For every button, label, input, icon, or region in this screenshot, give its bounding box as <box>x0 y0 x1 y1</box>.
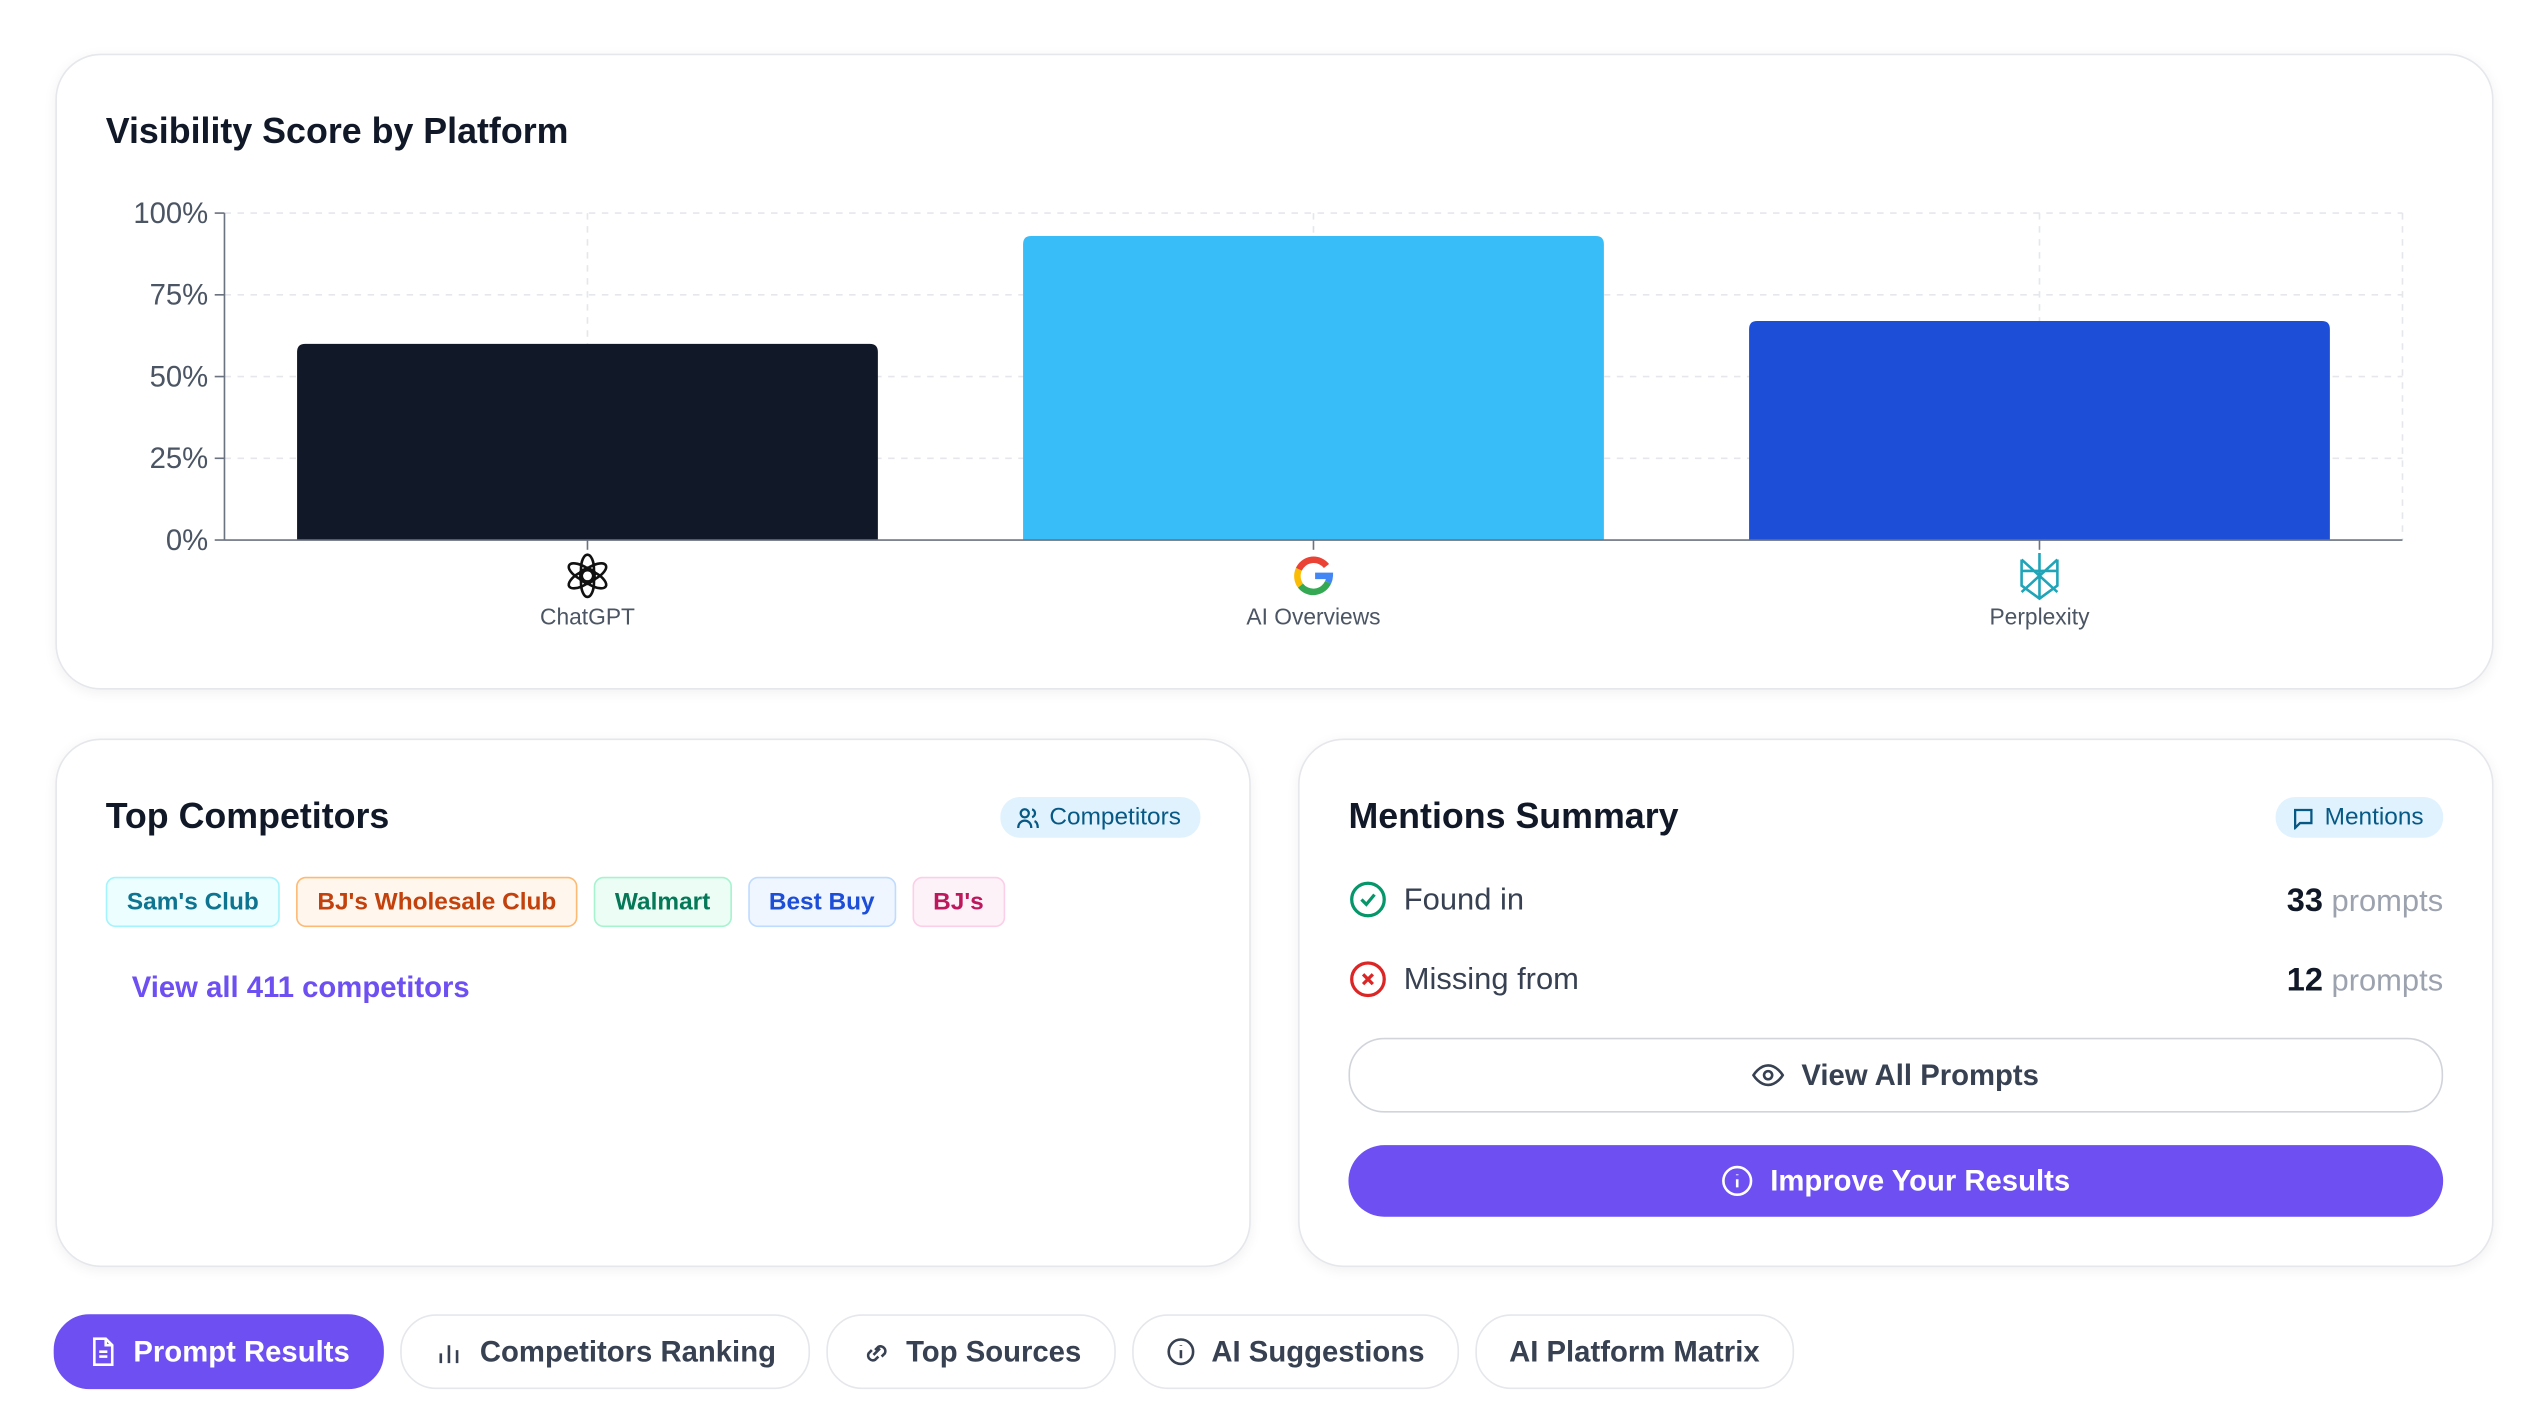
tab[interactable]: Prompt Results <box>53 1314 384 1390</box>
view-prompts-button[interactable]: View All Prompts <box>1348 1037 2444 1113</box>
platform-icon <box>1297 580 1332 596</box>
platform-icon <box>2020 553 2059 601</box>
y-tick-label: 0% <box>166 525 208 557</box>
badge: Mentions <box>2275 797 2444 838</box>
tab-label: Prompt Results <box>133 1334 350 1368</box>
platform-icon <box>1295 556 1330 571</box>
platform-icon <box>567 568 597 590</box>
badge: Competitors <box>1000 797 1201 838</box>
platform-icon-group <box>2020 553 2059 601</box>
bar <box>1749 320 2330 541</box>
tag-list: Sam's Club BJ's Wholesale Club Walmart Best… <box>105 876 1005 928</box>
competitor-tag[interactable]: Sam's Club <box>105 876 280 928</box>
row-count: 12 <box>2286 962 2323 999</box>
tab[interactable]: Competitors Ranking <box>400 1314 811 1390</box>
row-unit: prompts <box>2331 964 2444 999</box>
row-count: 33 <box>2286 883 2323 920</box>
platform-icon-group <box>567 553 608 599</box>
mention-row: Missing from 12 prompts <box>1348 956 2443 1005</box>
x-tick-label: Perplexity <box>1990 604 2091 630</box>
x-tick-label: ChatGPT <box>540 604 635 630</box>
competitor-tag[interactable]: Walmart <box>593 876 732 928</box>
platform-icon <box>1315 572 1334 584</box>
card-title: Mentions Summary <box>1348 795 1679 837</box>
y-tick-label: 100% <box>133 198 208 230</box>
tab-icon <box>439 1345 459 1364</box>
tab-icon <box>1166 1338 1194 1366</box>
chart-title: Visibility Score by Platform <box>105 110 569 152</box>
x-tick-label: AI Overviews <box>1246 604 1380 630</box>
chart-card: Visibility Score by Platform 0% 25% 50% 75%… <box>55 53 2494 690</box>
competitor-tag[interactable]: BJ's Wholesale Club <box>296 876 578 928</box>
row-unit: prompts <box>2331 884 2444 920</box>
tab-icon <box>93 1337 114 1367</box>
tab[interactable]: AI Suggestions <box>1131 1314 1459 1390</box>
tab-bar: Prompt Results Competitors Ranking Top Sou… <box>53 1314 1794 1390</box>
y-tick-label: 25% <box>150 443 209 475</box>
tab-icon <box>866 1345 887 1362</box>
tab-label: Top Sources <box>906 1334 1082 1368</box>
tab[interactable]: AI Platform Matrix <box>1474 1314 1794 1390</box>
competitors-card: Top Competitors Competitors Sam's Club BJ… <box>55 738 1251 1268</box>
platform-icon <box>1294 567 1304 588</box>
chart: 0% 25% 50% 75% 100% ChatGPT AI Overviews Perple… <box>133 198 2404 630</box>
mention-row: Found in 33 prompts <box>1348 877 2443 926</box>
bar <box>1023 235 1604 541</box>
competitor-tag[interactable]: BJ's <box>912 876 1005 928</box>
platform-icon-group <box>1294 556 1334 596</box>
row-label: Missing from <box>1403 962 1579 998</box>
button-text: View All Prompts <box>1801 1058 2039 1091</box>
row-label: Found in <box>1403 883 1525 918</box>
y-tick-label: 75% <box>150 280 209 312</box>
view-all-link[interactable]: View all 411 competitors <box>131 971 470 1004</box>
tab[interactable]: Top Sources <box>826 1314 1116 1390</box>
card-title: Top Competitors <box>105 795 390 837</box>
badge-text: Competitors <box>1049 803 1181 832</box>
competitor-tag[interactable]: Best Buy <box>747 876 896 928</box>
tab-label: AI Platform Matrix <box>1509 1334 1760 1368</box>
improve-button[interactable]: Improve Your Results <box>1348 1145 2444 1217</box>
tab-label: Competitors Ranking <box>479 1334 776 1368</box>
mentions-card: Mentions Summary Mentions Found in 33 pro… <box>1298 738 2494 1268</box>
y-tick-label: 50% <box>150 361 209 393</box>
platform-icon <box>567 562 597 584</box>
button-text: Improve Your Results <box>1770 1163 2071 1197</box>
badge-text: Mentions <box>2324 803 2424 832</box>
bar <box>297 343 878 541</box>
tab-label: AI Suggestions <box>1211 1334 1425 1368</box>
